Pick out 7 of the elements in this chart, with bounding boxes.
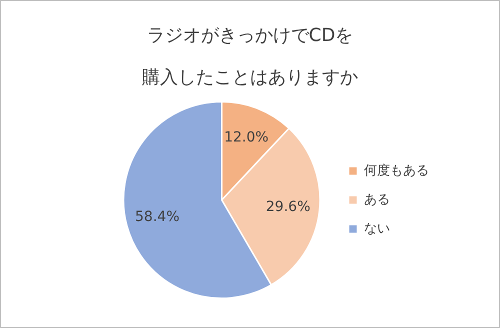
legend-label: ある — [364, 192, 390, 208]
data-label: 58.4% — [135, 209, 180, 226]
legend-label: ない — [364, 221, 390, 236]
chart-title: ラジオがきっかけでCDを購入したことはありますか — [141, 24, 359, 90]
data-label: 29.6% — [266, 199, 310, 216]
data-label: 12.0% — [224, 130, 269, 146]
legend-label: 何度もある — [364, 162, 429, 178]
